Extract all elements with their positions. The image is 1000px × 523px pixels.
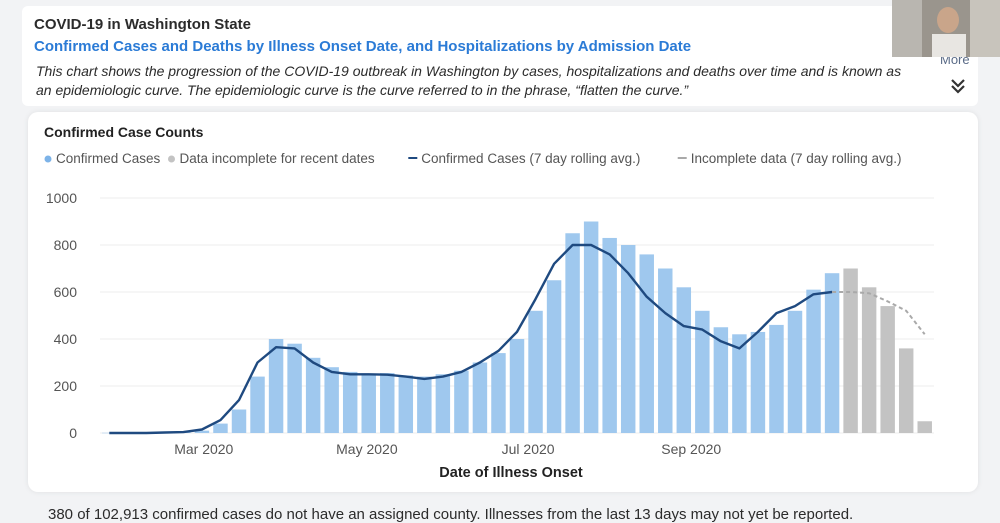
bar-confirmed — [417, 376, 432, 433]
bar-confirmed — [491, 353, 506, 433]
bar-confirmed — [324, 367, 339, 433]
bar-confirmed — [546, 280, 562, 433]
bar-confirmed — [454, 370, 469, 433]
legend-item: Confirmed Cases — [56, 151, 161, 166]
bar-confirmed — [398, 375, 414, 433]
bar-confirmed — [639, 254, 654, 433]
chart-subtitle[interactable]: Confirmed Cases and Deaths by Illness On… — [34, 38, 692, 55]
legend-marker-dot — [168, 155, 175, 163]
bar-confirmed — [620, 245, 636, 433]
bar-confirmed — [361, 374, 376, 433]
double-chevron-down-icon[interactable] — [948, 76, 968, 96]
presenter-webcam — [892, 0, 1000, 57]
y-tick-label: 400 — [54, 331, 78, 347]
legend-item: Confirmed Cases (7 day rolling avg.) — [421, 151, 640, 166]
bar-incomplete — [843, 268, 858, 433]
chart-card: Confirmed Case Counts Confirmed Cases Data… — [28, 112, 978, 492]
bar-confirmed — [287, 343, 302, 433]
bar-confirmed — [250, 376, 265, 433]
chart-description: This chart shows the progression of the … — [36, 63, 902, 98]
bar-confirmed — [583, 221, 599, 433]
bar-confirmed — [528, 310, 543, 433]
x-tick-label: Mar 2020 — [174, 441, 233, 457]
bar-confirmed — [194, 430, 210, 433]
y-tick-label: 800 — [54, 237, 78, 253]
bar-confirmed — [806, 289, 821, 433]
y-tick-label: 0 — [69, 425, 77, 441]
bar-confirmed — [787, 310, 803, 433]
bar-confirmed — [732, 334, 747, 433]
y-tick-label: 1000 — [46, 190, 77, 206]
bar-confirmed — [213, 423, 228, 433]
bar-confirmed — [713, 327, 729, 433]
legend-marker-dot — [44, 155, 52, 163]
bar-confirmed — [676, 287, 692, 433]
bar-confirmed — [565, 233, 580, 433]
x-tick-label: May 2020 — [336, 441, 398, 457]
bar-confirmed — [102, 432, 117, 434]
legend-item: Data incomplete for recent dates — [180, 151, 375, 166]
bar-confirmed — [658, 268, 673, 433]
bar-confirmed — [602, 237, 617, 433]
bar-incomplete — [917, 421, 932, 433]
footnote: 380 of 102,913 confirmed cases do not ha… — [48, 506, 854, 523]
bar-confirmed — [231, 409, 247, 433]
bar-confirmed — [380, 373, 395, 433]
x-tick-label: Jul 2020 — [502, 441, 555, 457]
y-tick-label: 200 — [54, 378, 78, 394]
rolling-avg-line — [109, 243, 833, 435]
bar-confirmed — [824, 273, 840, 433]
bar-confirmed — [509, 339, 525, 433]
bar-confirmed — [342, 371, 358, 433]
bar-incomplete — [898, 348, 914, 433]
header-card: COVID-19 in Washington State Confirmed C… — [22, 6, 978, 106]
x-tick-label: Sep 2020 — [661, 441, 721, 457]
y-tick-label: 600 — [54, 284, 78, 300]
chart-title: Confirmed Case Counts — [44, 124, 204, 140]
bar-confirmed — [695, 310, 710, 433]
rolling-avg-incomplete-line — [832, 291, 926, 335]
legend-item: Incomplete data (7 day rolling avg.) — [691, 151, 902, 166]
bar-confirmed — [435, 374, 451, 433]
bar-incomplete — [861, 287, 877, 433]
bar-confirmed — [750, 331, 766, 433]
presenter-video — [892, 0, 1000, 57]
bar-incomplete — [880, 306, 895, 433]
case-count-chart: Confirmed Case Counts Confirmed Cases Data… — [44, 124, 934, 481]
x-axis-title: Date of Illness Onset — [439, 465, 583, 481]
bar-confirmed — [472, 362, 488, 433]
bar-confirmed — [268, 339, 284, 433]
bar-confirmed — [769, 324, 784, 433]
bar-confirmed — [305, 357, 321, 433]
state-title: COVID-19 in Washington State — [34, 16, 251, 33]
